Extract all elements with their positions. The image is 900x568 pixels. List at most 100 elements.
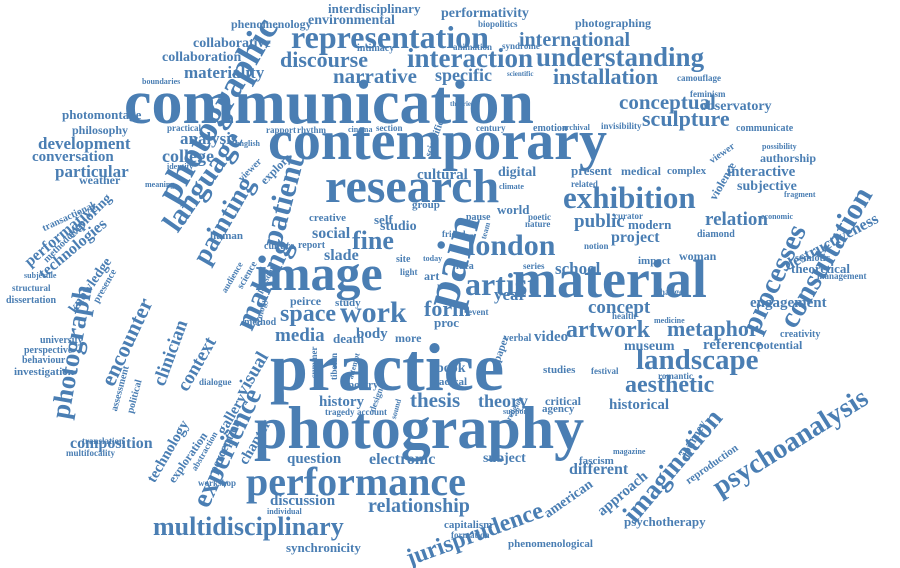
word: environmental <box>308 13 395 28</box>
word: boundaries <box>142 77 181 86</box>
word: proc <box>434 315 460 330</box>
word: theory <box>478 391 528 411</box>
word: method <box>244 317 277 328</box>
word: creativity <box>780 329 821 340</box>
word: phenomenology <box>231 17 312 31</box>
word: perspective <box>24 345 73 356</box>
word: dissertation <box>6 295 56 306</box>
word: idea <box>456 261 474 272</box>
word: phenomenological <box>508 538 593 550</box>
word: landscape <box>636 344 759 376</box>
word: communication <box>124 69 534 137</box>
word: formation <box>451 530 490 540</box>
word: complex <box>667 165 707 177</box>
word: behaviour <box>22 355 66 366</box>
word: climate <box>499 182 524 191</box>
word: reference <box>703 337 763 353</box>
word: identity <box>167 162 194 171</box>
word: support <box>503 407 530 416</box>
word: american <box>541 477 596 522</box>
word: london <box>467 229 556 262</box>
word: fragment <box>784 190 816 199</box>
word: artist <box>465 266 538 302</box>
word: related <box>571 179 598 189</box>
word: fine <box>352 226 394 255</box>
word: weather <box>79 173 121 187</box>
word: university <box>40 335 83 346</box>
word: syndrome <box>502 41 540 51</box>
word: woman <box>679 249 717 263</box>
word: historical <box>609 397 669 413</box>
word: international <box>519 29 631 51</box>
word: materiality <box>184 63 265 82</box>
word: research <box>325 160 500 213</box>
word: modern <box>628 217 672 232</box>
word: multidisciplinary <box>153 512 344 541</box>
word: subjective <box>737 179 797 194</box>
word: poetry <box>348 379 379 391</box>
word: human <box>210 230 244 242</box>
word: creative <box>309 212 347 224</box>
word: digital <box>498 165 537 180</box>
word: tibetan <box>329 353 339 380</box>
word: fascism <box>579 455 614 467</box>
word: translation <box>82 436 125 446</box>
word: studies <box>543 364 576 376</box>
word: study <box>335 297 361 309</box>
word: section <box>376 123 403 133</box>
word: scientific <box>507 70 534 78</box>
word: critical <box>545 394 581 408</box>
word: semiotic <box>795 253 830 264</box>
word: theoretical <box>791 261 850 276</box>
word: workshop <box>198 478 237 488</box>
word: cultural <box>417 167 468 183</box>
word: photomontage <box>62 107 142 122</box>
word: english <box>236 139 261 148</box>
word: health <box>612 311 637 321</box>
word: meaning <box>145 180 175 189</box>
word: aesthetic <box>625 372 715 398</box>
word: social <box>312 225 351 242</box>
word: more <box>395 331 422 345</box>
word: body <box>356 326 388 342</box>
word: communicate <box>736 123 794 134</box>
word: verbal <box>504 333 532 344</box>
word: concept <box>588 297 651 318</box>
word: media <box>275 325 325 346</box>
word: group <box>412 199 440 211</box>
word: electronic <box>369 451 436 468</box>
word: performativity <box>441 6 529 21</box>
word: form <box>424 296 471 321</box>
word: practical <box>167 123 201 133</box>
word: multifocality <box>66 448 115 458</box>
word: animation <box>453 42 493 52</box>
word: material <box>512 249 707 309</box>
word: management <box>817 271 867 281</box>
word: biopolitics <box>478 19 518 29</box>
word: discussion <box>270 493 336 509</box>
word: philosophy <box>72 123 129 137</box>
word: year <box>494 285 527 304</box>
word: studio <box>380 219 417 234</box>
word: death <box>333 331 365 346</box>
word: analysis <box>180 129 238 148</box>
word: conceptual <box>619 90 716 114</box>
word: video <box>534 329 569 345</box>
word: public <box>574 211 625 232</box>
word: installation <box>553 64 659 89</box>
word: artwork <box>566 317 650 343</box>
word: theories <box>450 100 474 108</box>
word: individual <box>267 507 302 516</box>
word: event <box>468 307 489 317</box>
word: light <box>400 267 418 277</box>
word: agency <box>542 403 575 415</box>
word: sculpture <box>642 106 730 131</box>
word: photographing <box>575 16 652 30</box>
word: subjectile <box>24 271 57 280</box>
word: metaphor <box>667 316 759 341</box>
word: summer <box>309 346 319 379</box>
word: friend <box>442 229 466 239</box>
word: nature <box>525 219 551 229</box>
word: dialogue <box>199 377 232 387</box>
